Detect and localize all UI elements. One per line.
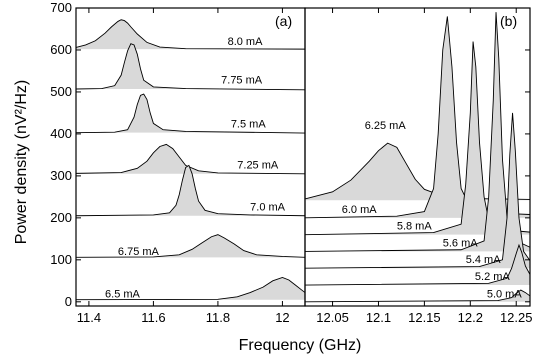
- series-label: 6.75 mA: [118, 246, 160, 258]
- y-tick-label: 200: [50, 210, 72, 225]
- series-line: [75, 143, 306, 175]
- series-fill: [305, 290, 530, 302]
- panel-a: 8.0 mA 7.75 mA 7.5 mA 7.25 mA 7.0 mA 6.75 mA 6…: [75, 7, 306, 325]
- x-tick-label: 11.6: [141, 310, 165, 325]
- y-axis-title: Power density (nV²/Hz): [13, 80, 30, 245]
- y-tick-label: 100: [50, 252, 72, 267]
- series-label: 7.0 mA: [250, 201, 286, 213]
- series-line: [304, 112, 531, 269]
- series-label: 5.6 mA: [443, 237, 479, 249]
- series-fill: [76, 43, 305, 90]
- y-tick-label: 0: [65, 294, 72, 309]
- y-tick-label: 500: [50, 84, 72, 99]
- series-fill: [305, 41, 530, 235]
- x-tick-label: 12: [275, 310, 289, 325]
- series-line: [304, 243, 531, 286]
- x-tick-label: 12.1: [366, 310, 391, 325]
- y-tick-label: 400: [50, 126, 72, 141]
- series-label: 5.2 mA: [475, 271, 511, 283]
- x-tick-label: 12.25: [500, 310, 533, 325]
- series-label: 6.0 mA: [342, 204, 378, 216]
- series-7-75-mA: 7.75 mA: [75, 43, 306, 91]
- x-tick-label: 12.05: [316, 310, 349, 325]
- y-axis-ticks: 0 100 200 300 400 500 600 700: [50, 0, 81, 309]
- series-line: [75, 43, 306, 91]
- series-fill: [76, 165, 305, 216]
- series-label: 6.5 mA: [105, 289, 141, 301]
- x-tick-label: 12.15: [408, 310, 441, 325]
- series-fill: [76, 19, 305, 50]
- panel-label: (b): [500, 13, 517, 29]
- series-5-4-mA: 5.4 mA: [304, 112, 531, 269]
- series-5-2-mA: 5.2 mA: [304, 243, 531, 286]
- series-7-25-mA: 7.25 mA: [75, 143, 306, 175]
- panel-b: 6.25 mA 6.0 mA 5.8 mA 5.6 mA 5.4 mA 5.2 mA 5.0…: [304, 7, 533, 325]
- x-tick-label: 11.8: [206, 310, 230, 325]
- series-line: [75, 164, 306, 217]
- series-fill: [305, 143, 530, 201]
- plot-frame: [75, 7, 306, 307]
- x-tick-label: 11.4: [77, 310, 101, 325]
- series-line: [75, 234, 306, 258]
- plot-frame: [304, 7, 531, 307]
- y-tick-label: 300: [50, 168, 72, 183]
- series-6-5-mA: 6.5 mA: [75, 276, 306, 301]
- series-label: 7.5 mA: [231, 119, 267, 131]
- series-label: 7.25 mA: [237, 159, 279, 171]
- series-fill: [76, 94, 305, 133]
- panel-label: (a): [275, 13, 292, 29]
- series-5-0-mA: 5.0 mA: [304, 289, 531, 303]
- series-line: [75, 93, 306, 134]
- series-fill: [76, 234, 305, 258]
- series-6-75-mA: 6.75 mA: [75, 234, 306, 258]
- series-fill: [76, 277, 305, 300]
- series-label: 6.25 mA: [365, 120, 407, 132]
- series-label: 5.8 mA: [397, 221, 433, 233]
- series-label: 7.75 mA: [221, 75, 263, 87]
- series-fill: [305, 112, 530, 269]
- series-fill: [305, 245, 530, 286]
- y-tick-label: 600: [50, 42, 72, 57]
- series-8-0-mA: 8.0 mA: [75, 19, 306, 50]
- series-line: [75, 276, 306, 301]
- series-7-0-mA: 7.0 mA: [75, 164, 306, 217]
- series-line: [304, 289, 531, 303]
- y-tick-label: 700: [50, 0, 72, 15]
- x-tick-label: 12.2: [458, 310, 483, 325]
- series-label: 5.0 mA: [487, 289, 523, 301]
- series-label: 5.4 mA: [466, 254, 502, 266]
- series-7-5-mA: 7.5 mA: [75, 93, 306, 134]
- series-line: [75, 19, 306, 50]
- series-label: 8.0 mA: [228, 36, 264, 48]
- x-axis-title: Frequency (GHz): [239, 337, 362, 354]
